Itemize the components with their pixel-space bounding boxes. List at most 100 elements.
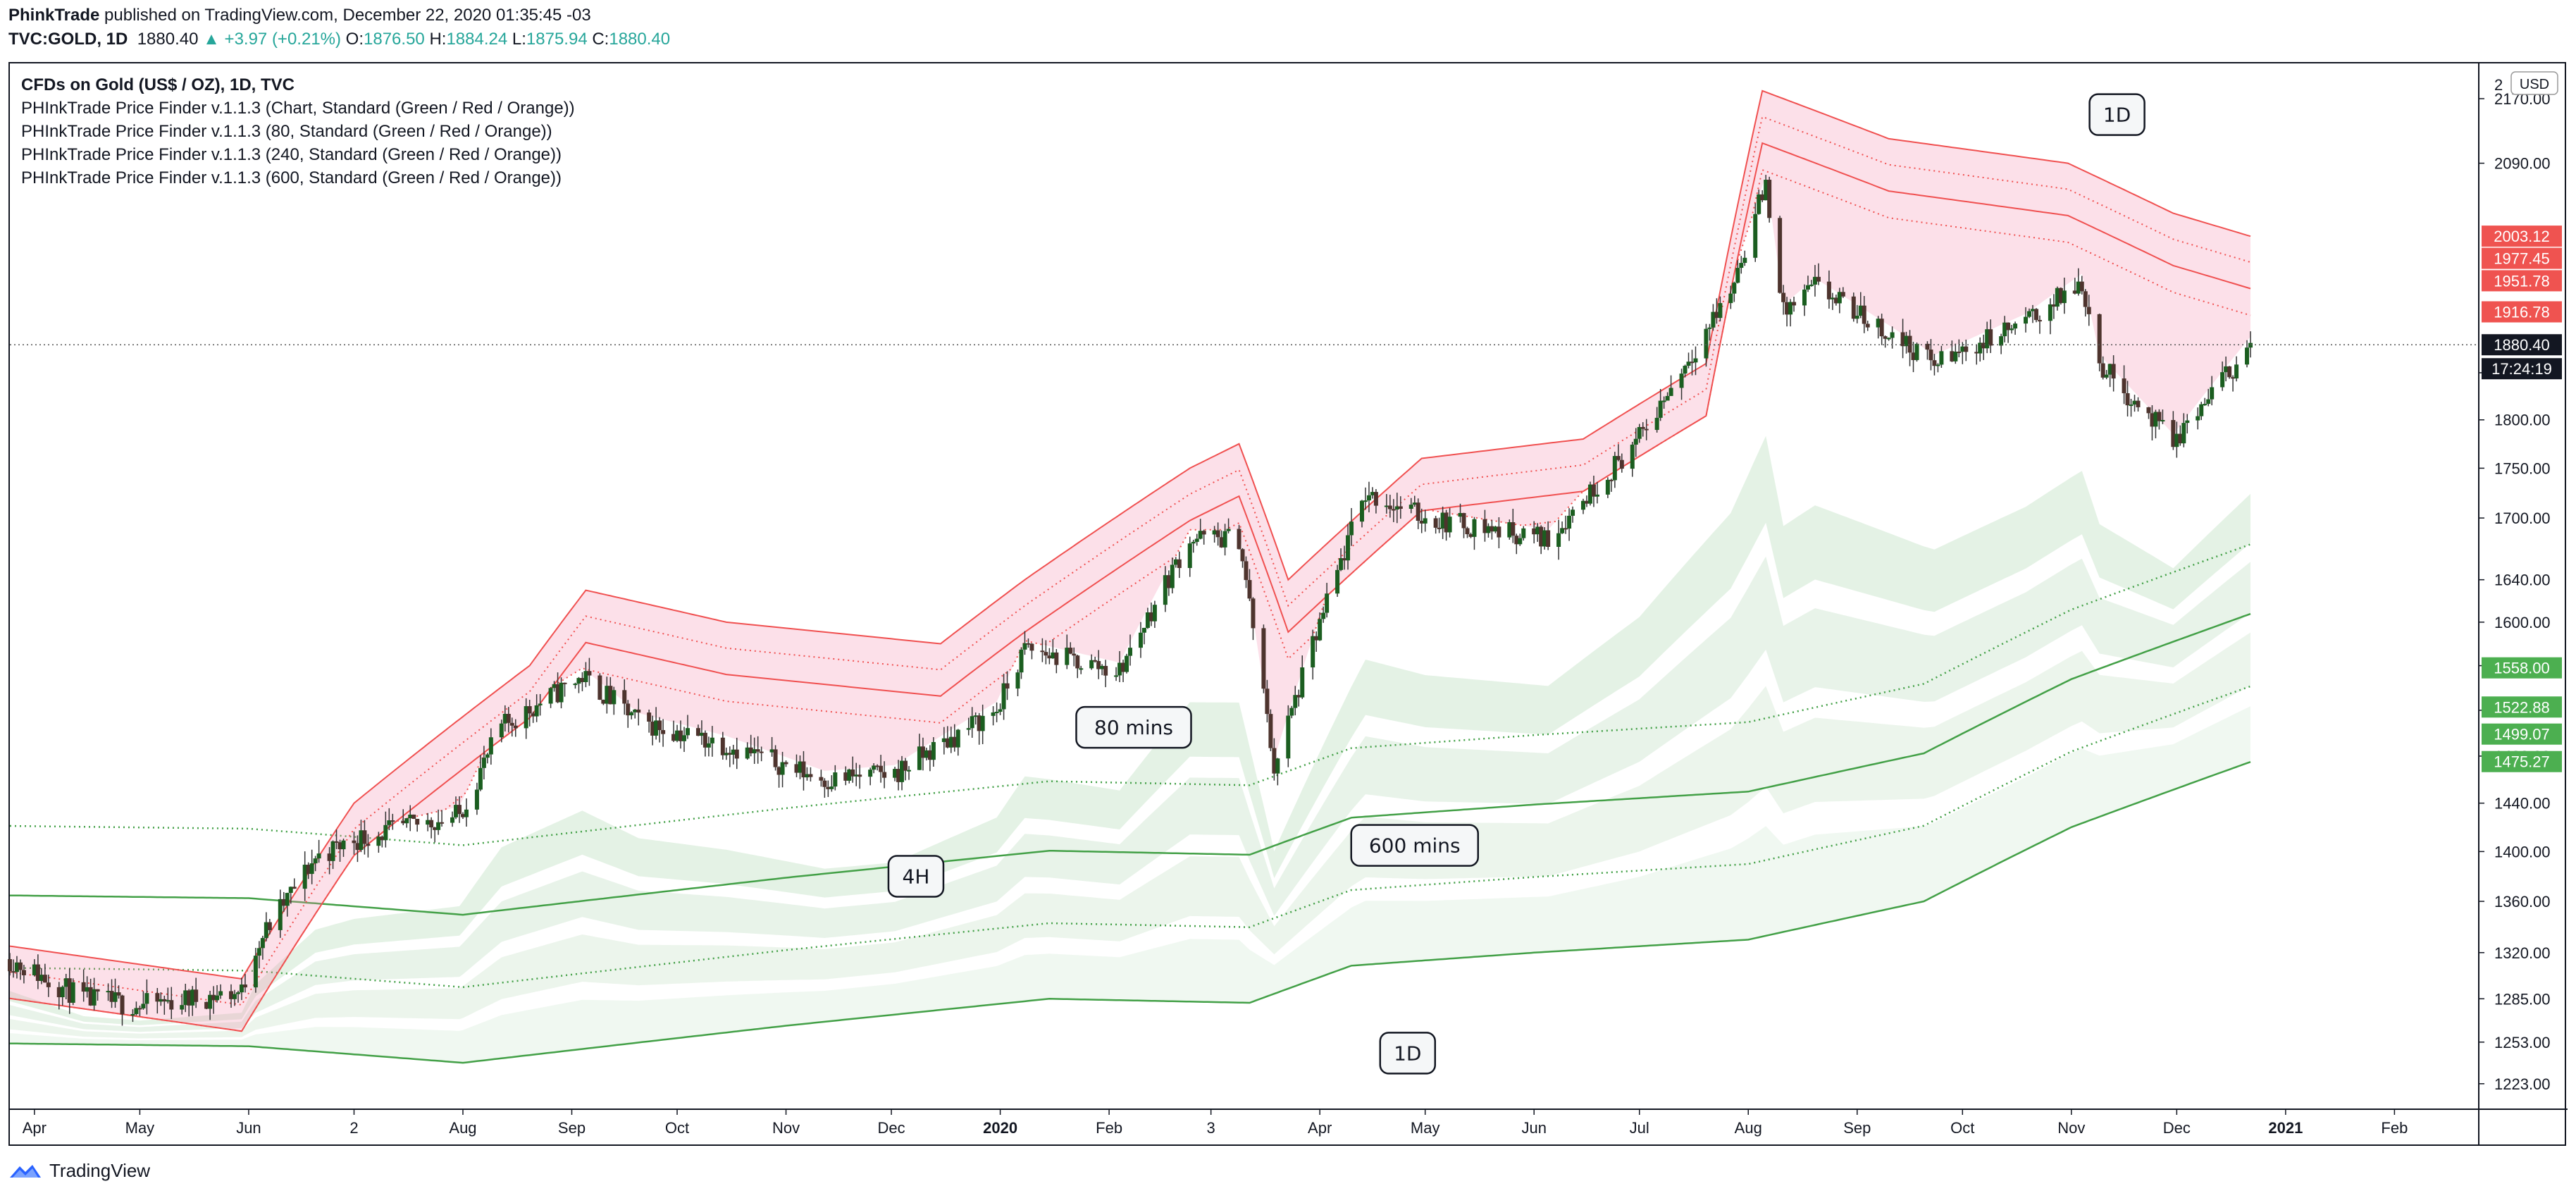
- candle-body[interactable]: [1778, 218, 1783, 293]
- candle-body[interactable]: [1321, 612, 1326, 619]
- candle-body[interactable]: [1637, 426, 1642, 439]
- candle-body[interactable]: [868, 770, 873, 777]
- candle-body[interactable]: [819, 777, 824, 781]
- candle-body[interactable]: [485, 754, 490, 758]
- candle-body[interactable]: [1535, 526, 1540, 535]
- candle-body[interactable]: [1883, 336, 1888, 339]
- tradingview-brand[interactable]: TradingView: [49, 1160, 151, 1181]
- candle-body[interactable]: [1619, 459, 1624, 469]
- candle-body[interactable]: [92, 989, 97, 1006]
- candle-body[interactable]: [2076, 281, 2081, 294]
- candle-body[interactable]: [1957, 351, 1962, 353]
- candle-body[interactable]: [854, 774, 859, 777]
- candle-body[interactable]: [1490, 526, 1494, 532]
- candle-body[interactable]: [376, 836, 381, 846]
- candle-body[interactable]: [801, 761, 806, 778]
- candle-body[interactable]: [2227, 366, 2232, 378]
- candle-body[interactable]: [63, 978, 68, 987]
- candle-body[interactable]: [56, 987, 61, 998]
- candle-body[interactable]: [1072, 653, 1077, 656]
- candle-body[interactable]: [60, 987, 65, 998]
- candle-body[interactable]: [555, 684, 560, 703]
- candle-body[interactable]: [366, 844, 371, 846]
- candle-body[interactable]: [850, 769, 855, 777]
- candle-body[interactable]: [1925, 343, 1930, 350]
- candle-body[interactable]: [1556, 533, 1561, 548]
- candle-body[interactable]: [1932, 360, 1937, 366]
- candle-body[interactable]: [14, 962, 19, 972]
- candle-body[interactable]: [1605, 479, 1610, 495]
- candle-body[interactable]: [2234, 364, 2239, 378]
- candle-body[interactable]: [313, 858, 318, 864]
- candle-body[interactable]: [1739, 263, 1744, 268]
- candle-body[interactable]: [2097, 314, 2102, 364]
- callout-annotation[interactable]: 1D: [2088, 93, 2145, 136]
- candle-body[interactable]: [1275, 758, 1280, 774]
- candle-body[interactable]: [882, 772, 887, 778]
- candle-body[interactable]: [917, 746, 922, 770]
- candle-body[interactable]: [506, 713, 511, 723]
- candle-body[interactable]: [1911, 352, 1916, 360]
- candle-body[interactable]: [745, 747, 750, 759]
- candle-body[interactable]: [1173, 559, 1178, 565]
- candle-body[interactable]: [1707, 327, 1712, 329]
- candle-body[interactable]: [1886, 338, 1891, 340]
- candle-body[interactable]: [1781, 292, 1786, 302]
- candle-body[interactable]: [338, 842, 342, 850]
- candle-body[interactable]: [1100, 665, 1105, 669]
- candle-body[interactable]: [1686, 362, 1691, 366]
- candle-body[interactable]: [875, 765, 880, 767]
- candle-body[interactable]: [1468, 534, 1473, 537]
- candle-body[interactable]: [137, 1008, 142, 1010]
- candle-body[interactable]: [1472, 519, 1477, 537]
- candle-body[interactable]: [2024, 316, 2029, 324]
- candle-body[interactable]: [1914, 343, 1919, 360]
- candle-body[interactable]: [1339, 558, 1344, 570]
- candle-body[interactable]: [21, 970, 26, 975]
- candle-body[interactable]: [755, 749, 760, 752]
- candle-body[interactable]: [2153, 412, 2158, 427]
- candle-body[interactable]: [2104, 374, 2109, 378]
- candle-body[interactable]: [657, 720, 662, 731]
- candle-body[interactable]: [548, 688, 553, 704]
- candle-body[interactable]: [2206, 399, 2211, 405]
- candle-body[interactable]: [1497, 526, 1501, 538]
- candle-body[interactable]: [2146, 407, 2151, 414]
- candle-body[interactable]: [141, 1004, 146, 1008]
- candle-body[interactable]: [808, 774, 813, 777]
- candle-body[interactable]: [2203, 404, 2207, 406]
- candle-body[interactable]: [1879, 319, 1884, 337]
- candle-body[interactable]: [1518, 538, 1523, 545]
- candle-body[interactable]: [872, 765, 877, 770]
- candle-body[interactable]: [260, 938, 265, 949]
- candle-body[interactable]: [1121, 662, 1126, 672]
- candle-body[interactable]: [1594, 494, 1599, 497]
- candle-body[interactable]: [2185, 420, 2190, 424]
- candle-body[interactable]: [2245, 347, 2250, 365]
- candle-body[interactable]: [1735, 268, 1740, 283]
- candle-body[interactable]: [229, 991, 234, 999]
- candle-body[interactable]: [488, 737, 493, 755]
- candle-body[interactable]: [481, 758, 486, 768]
- candle-body[interactable]: [654, 720, 659, 736]
- candle-body[interactable]: [401, 820, 406, 824]
- candle-body[interactable]: [1690, 362, 1695, 364]
- candle-body[interactable]: [1187, 543, 1192, 568]
- candle-body[interactable]: [769, 749, 774, 753]
- candle-body[interactable]: [1988, 329, 1993, 346]
- candle-body[interactable]: [650, 722, 655, 736]
- candle-body[interactable]: [1198, 531, 1203, 539]
- candle-body[interactable]: [454, 805, 459, 817]
- candle-body[interactable]: [1764, 180, 1769, 201]
- candle-body[interactable]: [1065, 648, 1070, 665]
- candle-body[interactable]: [1247, 580, 1252, 599]
- candle-body[interactable]: [2010, 328, 2014, 331]
- candle-body[interactable]: [2030, 309, 2035, 311]
- candle-body[interactable]: [239, 984, 244, 993]
- candle-body[interactable]: [1904, 335, 1909, 347]
- candle-body[interactable]: [387, 820, 392, 825]
- candle-body[interactable]: [1068, 648, 1073, 654]
- candle-body[interactable]: [1089, 660, 1094, 669]
- candle-body[interactable]: [903, 760, 908, 771]
